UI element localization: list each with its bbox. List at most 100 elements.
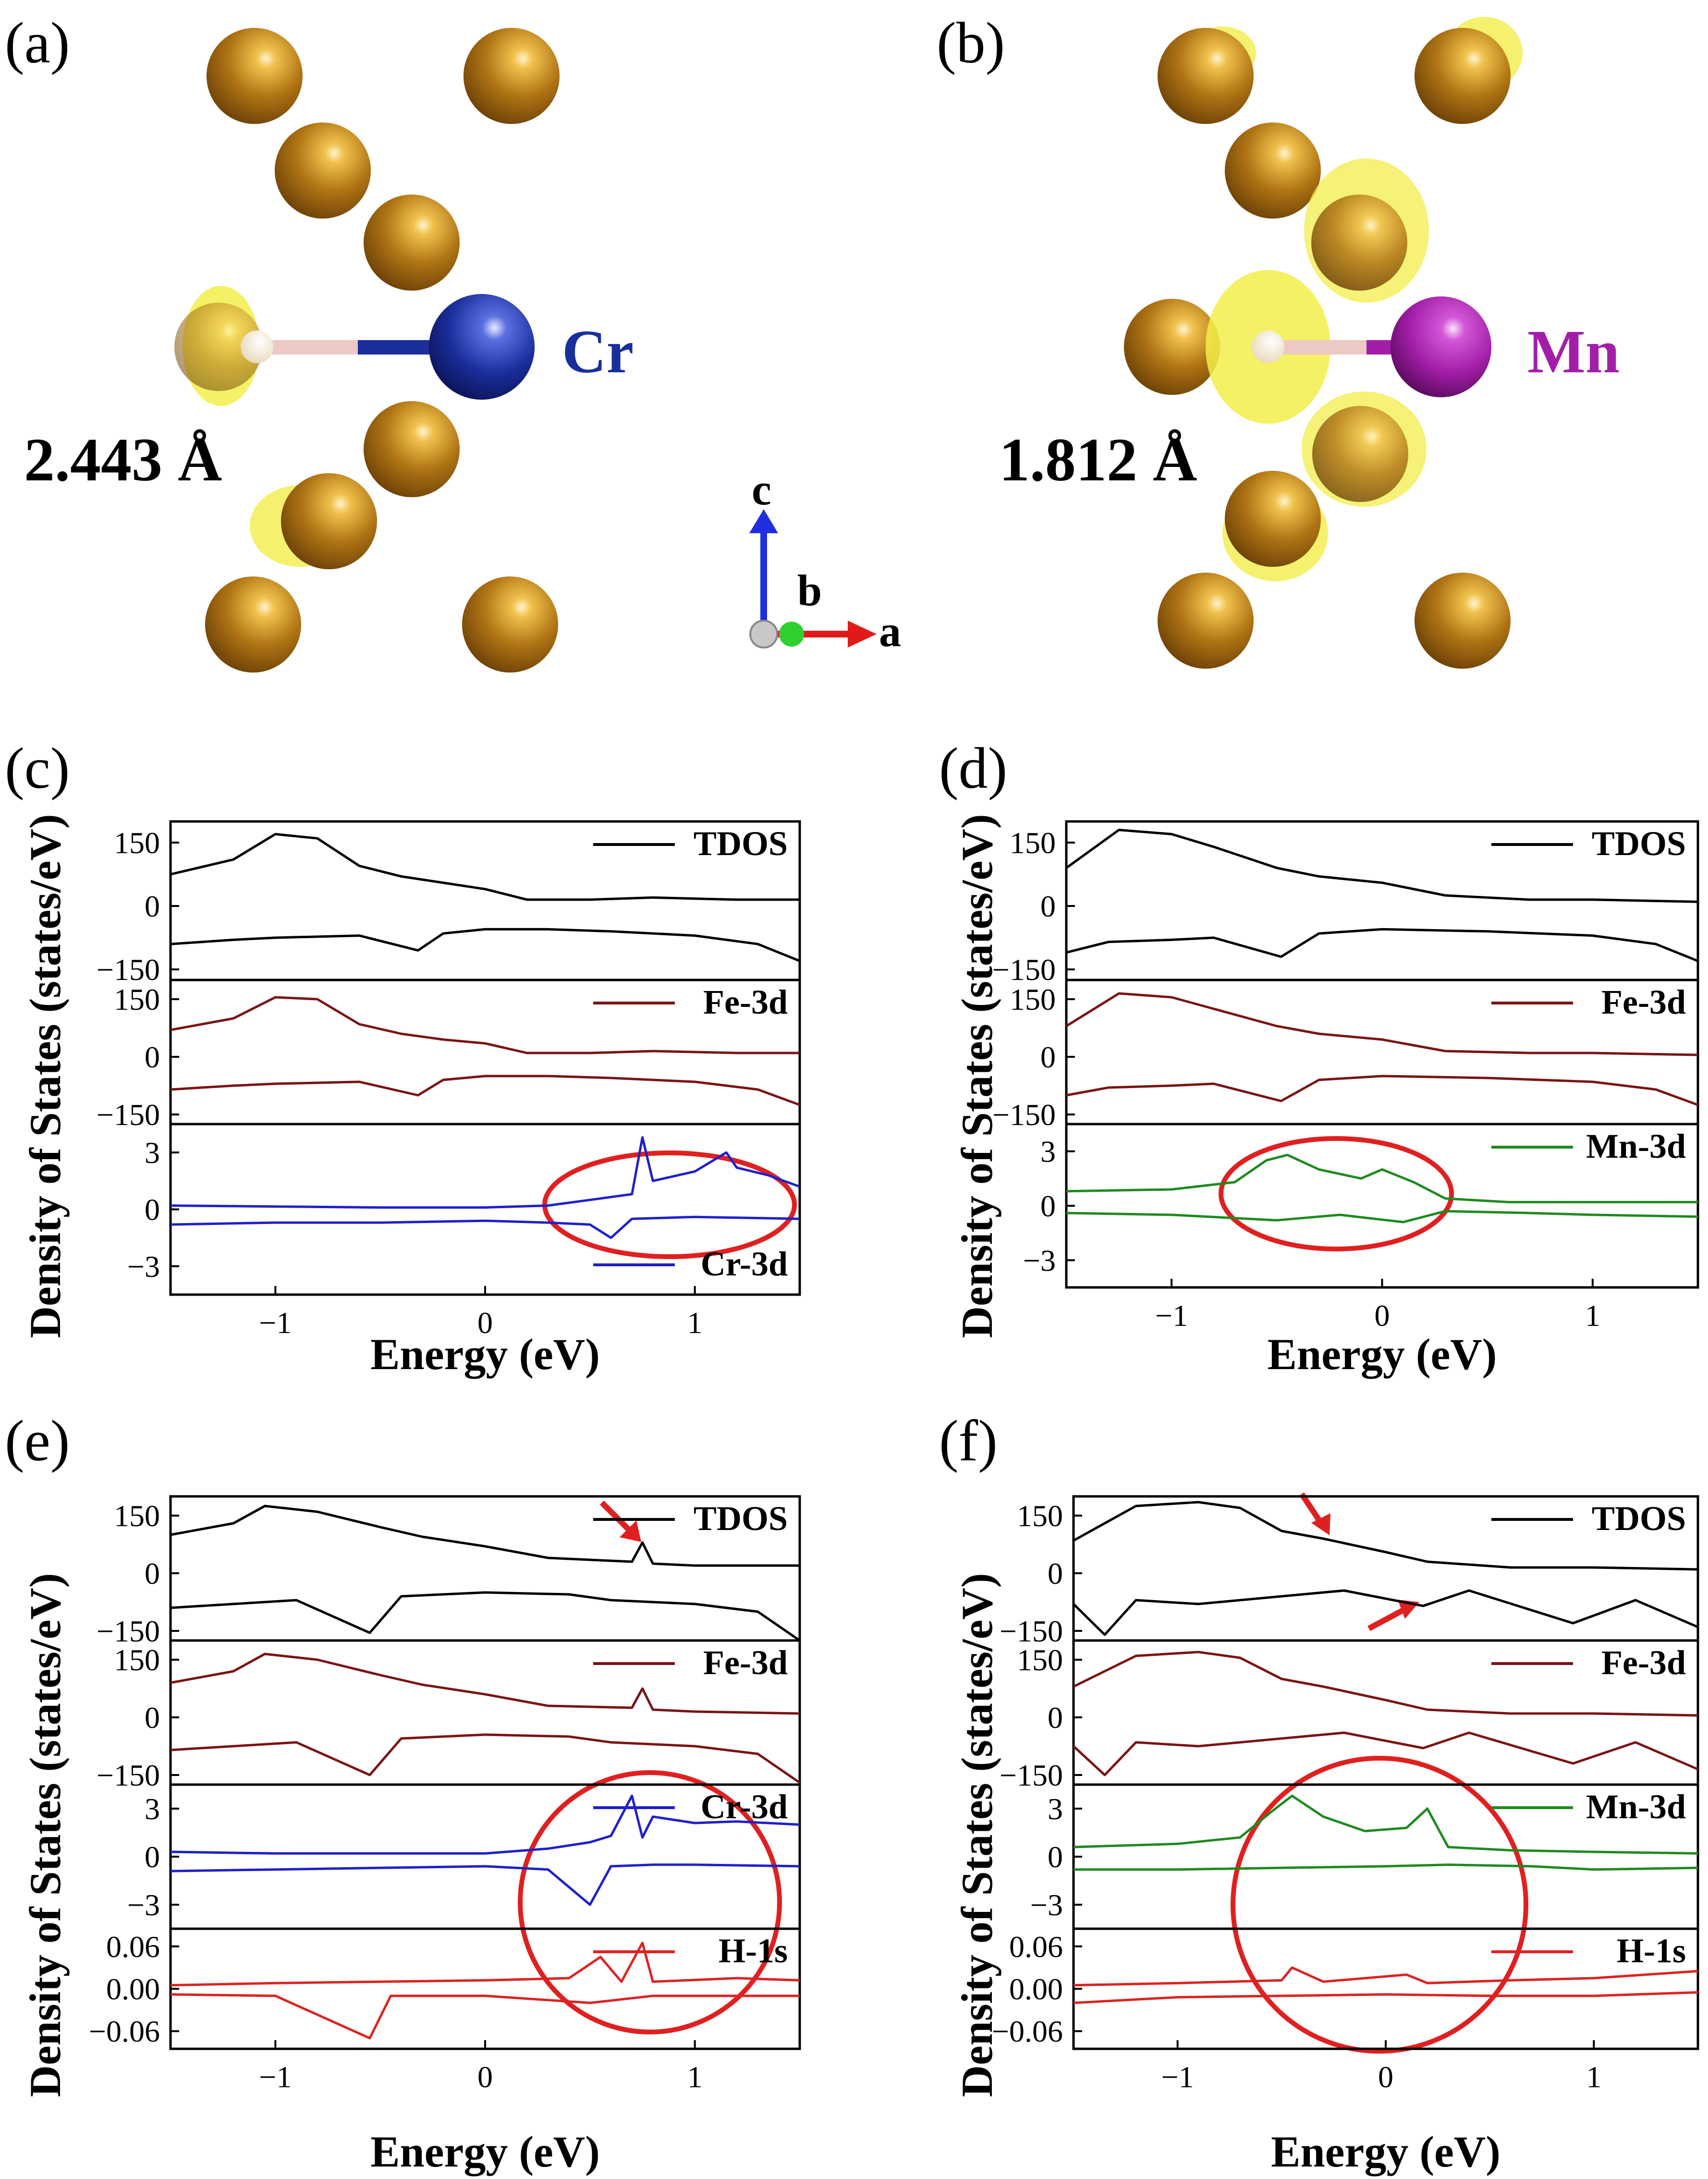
legend-label: TDOS — [694, 1499, 788, 1538]
highlight-circle-e — [518, 1770, 782, 2034]
y-tick-label: 0 — [145, 889, 160, 923]
y-tick-label: 3 — [145, 1136, 160, 1170]
structure-a: Cr 2.443 Å — [24, 28, 634, 673]
y-tick-label: 0 — [1040, 889, 1056, 923]
y-tick-label: 150 — [1010, 982, 1056, 1016]
y-tick-label: 0 — [1048, 1701, 1063, 1735]
arrow-f-upper — [1299, 1492, 1323, 1525]
x-tick-label: −1 — [259, 1306, 292, 1340]
annotations — [518, 1136, 1528, 2054]
y-tick-label: 0.06 — [106, 1930, 160, 1964]
y-tick-label: 0 — [1040, 1040, 1056, 1074]
series-line-tdos-up — [1065, 829, 1698, 903]
fe-atom — [1311, 195, 1407, 291]
axis-label-b: b — [797, 566, 822, 615]
y-tick-label: −3 — [1023, 1243, 1056, 1277]
highlight-circle-f — [1231, 1756, 1528, 2054]
series-line-fe-3d-down — [170, 1075, 800, 1106]
x-axis-label: Energy (eV) — [370, 1330, 600, 1379]
dos-chart-e: (e) 150 0 −150 TDOS 150 0 −150 Fe-3d 3 0 −3 Cr-3d 0.0… — [5, 1408, 801, 2176]
series-line-tdos-down — [1073, 1589, 1698, 1636]
y-axis-label: Density of States (states/eV) — [21, 1573, 70, 2097]
panel-label-e: (e) — [5, 1408, 70, 1473]
dos-panel-h-1s: 0.06 0.00 −0.06 H-1s −1 0 1 — [89, 1927, 801, 2094]
h-atom — [241, 331, 273, 363]
x-tick-label: 1 — [687, 2060, 703, 2094]
y-tick-label: 150 — [114, 1643, 160, 1677]
dos-panel-tdos: 150 0 −150 TDOS — [1000, 1495, 1699, 1648]
x-tick-label: 1 — [687, 1306, 703, 1340]
y-tick-label: 3 — [1048, 1792, 1063, 1826]
y-tick-label: 150 — [114, 1499, 160, 1533]
series-line-fe-3d-up — [170, 996, 800, 1054]
legend-label: H-1s — [1617, 1932, 1686, 1970]
series-line-h-1s-up — [1073, 1966, 1698, 1987]
y-tick-label: 0.00 — [106, 1972, 160, 2006]
fe-atom — [1225, 122, 1321, 219]
x-tick-label: 0 — [1378, 2060, 1393, 2094]
x-tick-label: 1 — [1585, 1298, 1600, 1333]
panel-label-f: (f) — [939, 1408, 998, 1473]
legend-label: Mn-3d — [1586, 1127, 1686, 1165]
series-line-tdos-up — [1073, 1501, 1698, 1571]
x-axis-label: Energy (eV) — [1271, 2127, 1501, 2176]
series-line-fe-3d-up — [1065, 992, 1698, 1056]
a-axis-arrow — [848, 621, 877, 648]
y-tick-label: 0.00 — [1009, 1972, 1063, 2006]
fe-atom — [464, 28, 560, 124]
legend-label: TDOS — [1592, 1499, 1686, 1538]
series-line-fe-3d-down — [1073, 1731, 1698, 1776]
y-tick-label: 0 — [145, 1840, 160, 1874]
series-line-cr-3d-down — [170, 1863, 800, 1906]
x-axis-label: Energy (eV) — [370, 2127, 600, 2176]
fe-atom — [462, 576, 558, 673]
y-tick-label: 150 — [114, 826, 160, 860]
panel-frame — [169, 1927, 801, 2050]
panel-label-c: (c) — [5, 736, 70, 801]
x-tick-label: 1 — [1586, 2060, 1601, 2094]
y-tick-label: −150 — [1000, 1758, 1063, 1792]
structures-row: (a) Cr 2.443 Å — [5, 11, 1620, 673]
y-tick-label: −0.06 — [89, 2014, 160, 2048]
series-line-fe-3d-down — [170, 1733, 801, 1784]
series-line-tdos-down — [170, 1591, 801, 1642]
series-line-mn-3d-up — [1073, 1794, 1698, 1855]
y-tick-label: −150 — [97, 1614, 160, 1648]
dos-panel-tdos: 150 0 −150 TDOS — [992, 820, 1699, 987]
dos-panel-mn-3d: 3 0 −3 Mn-3d — [1030, 1783, 1699, 1930]
y-tick-label: 0 — [145, 1193, 160, 1227]
arrow-f-upper-head — [1311, 1513, 1330, 1535]
fe-atom — [364, 401, 460, 497]
axis-label-a: a — [879, 607, 901, 656]
y-tick-label: −150 — [97, 1098, 160, 1132]
structure-b: Mn 1.812 Å — [999, 17, 1620, 669]
x-tick-label: 0 — [477, 1306, 493, 1340]
fe-atom — [174, 303, 263, 391]
series-line-fe-3d-up — [170, 1653, 800, 1715]
series-line-h-1s-up — [170, 1941, 800, 1987]
mn-atom — [1391, 296, 1491, 397]
y-tick-label: 0 — [145, 1556, 160, 1591]
series-line-h-1s-down — [1073, 1991, 1698, 2004]
panel-label-d: (d) — [939, 736, 1007, 801]
y-axis-label: Density of States (states/eV) — [21, 814, 70, 1338]
fe-atom — [364, 195, 460, 291]
legend-label: H-1s — [719, 1932, 788, 1970]
legend-label: TDOS — [1592, 824, 1686, 863]
y-tick-label: 3 — [1040, 1135, 1056, 1169]
arrow-e-head — [620, 1520, 641, 1542]
series-line-tdos-up — [170, 1505, 800, 1567]
fe-atom — [1225, 471, 1321, 567]
y-tick-label: −150 — [97, 1758, 160, 1792]
y-tick-label: −0.06 — [992, 2014, 1063, 2048]
y-tick-label: −150 — [992, 953, 1056, 987]
y-tick-label: −150 — [97, 953, 160, 987]
fe-atom — [207, 28, 303, 124]
series-line-cr-3d-up — [170, 1136, 800, 1209]
dos-panel-tdos: 150 0 −150 TDOS — [97, 1495, 801, 1648]
fe-atom — [205, 576, 301, 673]
dos-panel-h-1s: 0.06 0.00 −0.06 H-1s −1 0 1 — [992, 1927, 1699, 2094]
y-tick-label: −3 — [1030, 1888, 1063, 1922]
series-line-fe-3d-down — [1066, 1075, 1698, 1106]
